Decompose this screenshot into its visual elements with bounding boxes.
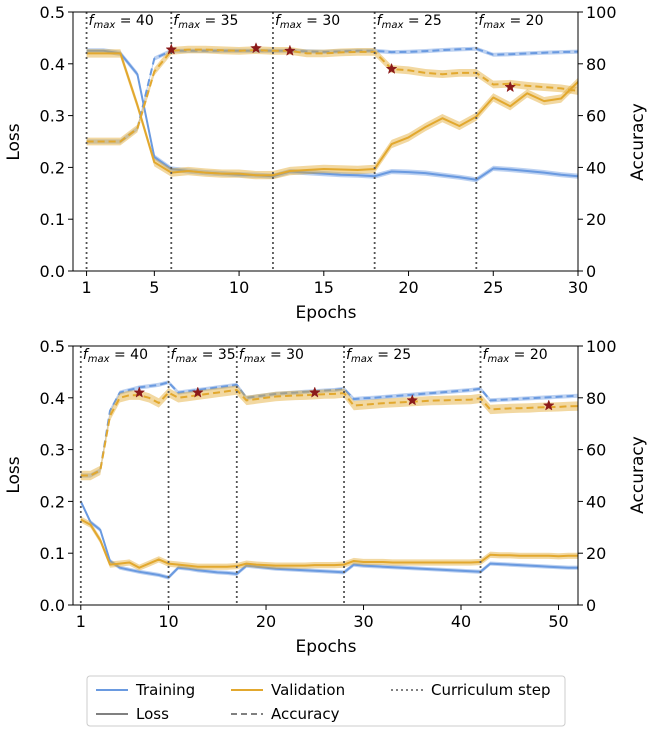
x-tick-label: 10 (158, 612, 178, 631)
x-tick-label: 25 (483, 278, 503, 297)
stage-label: fmax = 25 (377, 13, 442, 31)
x-axis-label: Epochs (296, 303, 357, 323)
best-epoch-marker (284, 44, 296, 56)
plot-frame (72, 345, 579, 606)
y-axis-label-left: Loss (4, 456, 24, 493)
best-epoch-marker (191, 386, 204, 398)
band-validation-loss (80, 516, 578, 571)
y-tick-label-left: 0.3 (40, 441, 65, 460)
x-tick-label: 50 (548, 612, 568, 631)
legend: Training Loss Validation Accuracy Curric… (86, 675, 566, 727)
y-tick-label-right: 100 (586, 337, 617, 356)
best-epoch-marker (542, 399, 555, 411)
x-tick-label: 1 (76, 612, 86, 631)
legend-validation-label: Validation (271, 681, 345, 699)
legend-loss-label: Loss (136, 705, 169, 723)
band-validation-accuracy (86, 45, 578, 146)
band-training-loss (86, 48, 578, 183)
line-validation-accuracy (80, 389, 578, 477)
x-tick-label: 30 (568, 278, 588, 297)
line-training-accuracy (80, 381, 578, 477)
y-tick-label-left: 0.4 (40, 55, 65, 74)
y-tick-label-right: 80 (586, 389, 606, 408)
y-axis-label-right: Accuracy (628, 103, 647, 181)
y-tick-label-left: 0.0 (40, 262, 65, 281)
y-tick-label-right: 60 (586, 107, 606, 126)
y-tick-label-left: 0.5 (40, 337, 65, 356)
stage-label: fmax = 40 (89, 13, 154, 31)
y-tick-label-right: 0 (586, 262, 596, 281)
y-axis-label-right: Accuracy (628, 436, 647, 514)
x-tick-label: 30 (353, 612, 373, 631)
y-axis-label-left: Loss (4, 123, 24, 160)
best-epoch-marker (504, 80, 517, 93)
y-tick-label-right: 40 (586, 492, 606, 511)
x-tick-label: 15 (314, 278, 334, 297)
y-tick-label-left: 0.1 (40, 210, 65, 229)
stage-label: fmax = 30 (275, 13, 340, 31)
band-training-loss (80, 499, 578, 580)
best-epoch-marker (406, 394, 419, 406)
stage-label: fmax = 25 (346, 347, 411, 365)
best-epoch-marker (385, 62, 398, 74)
best-epoch-marker (250, 42, 262, 54)
x-tick-label: 1 (81, 278, 91, 297)
chart-panel-top: Loss Accuracy Epochs fmax = 40 fmax = 35 f… (4, 3, 647, 323)
y-tick-label-right: 0 (586, 596, 596, 615)
best-epoch-marker (133, 386, 146, 398)
legend-accuracy-label: Accuracy (271, 705, 340, 723)
x-tick-label: 20 (256, 612, 276, 631)
line-training-loss (79, 500, 578, 579)
stage-label: fmax = 20 (483, 347, 548, 365)
stage-label: fmax = 35 (171, 347, 236, 365)
y-tick-label-right: 100 (586, 3, 617, 22)
x-axis-label: Epochs (296, 637, 357, 657)
y-tick-label-right: 20 (586, 210, 606, 229)
plot-frame (72, 11, 579, 272)
legend-training-label: Training (135, 681, 195, 699)
chart-panel-bottom: Loss Accuracy Epochs fmax = 40 fmax = 35 f… (4, 337, 647, 657)
band-validation-loss (86, 49, 578, 180)
band-validation-accuracy (80, 385, 578, 481)
y-tick-label-left: 0.2 (40, 158, 65, 177)
legend-frame (86, 675, 566, 727)
line-training-loss (86, 49, 578, 181)
y-tick-label-right: 80 (586, 55, 606, 74)
y-tick-label-left: 0.4 (40, 389, 65, 408)
y-tick-label-left: 0.3 (40, 107, 65, 126)
legend-curriculum-label: Curriculum step (431, 681, 550, 699)
stage-label: fmax = 35 (173, 13, 238, 31)
line-validation-loss (86, 52, 578, 177)
y-tick-label-right: 60 (586, 441, 606, 460)
y-tick-label-left: 0.5 (40, 3, 65, 22)
plot-area (79, 346, 578, 605)
x-tick-label: 40 (451, 612, 471, 631)
stage-label: fmax = 30 (239, 347, 304, 365)
y-tick-label-left: 0.1 (40, 544, 65, 563)
line-validation-accuracy (86, 48, 578, 143)
stage-label: fmax = 20 (478, 13, 543, 31)
x-tick-label: 5 (149, 278, 159, 297)
plot-area (85, 12, 578, 271)
x-tick-label: 20 (398, 278, 418, 297)
y-tick-label-right: 20 (586, 544, 606, 563)
best-epoch-marker (165, 43, 178, 55)
y-tick-label-left: 0.0 (40, 596, 65, 615)
stage-label: fmax = 40 (83, 347, 148, 365)
y-tick-label-left: 0.2 (40, 492, 65, 511)
line-validation-loss (80, 518, 578, 569)
best-epoch-marker (308, 386, 321, 398)
x-tick-label: 10 (229, 278, 249, 297)
y-tick-label-right: 40 (586, 158, 606, 177)
